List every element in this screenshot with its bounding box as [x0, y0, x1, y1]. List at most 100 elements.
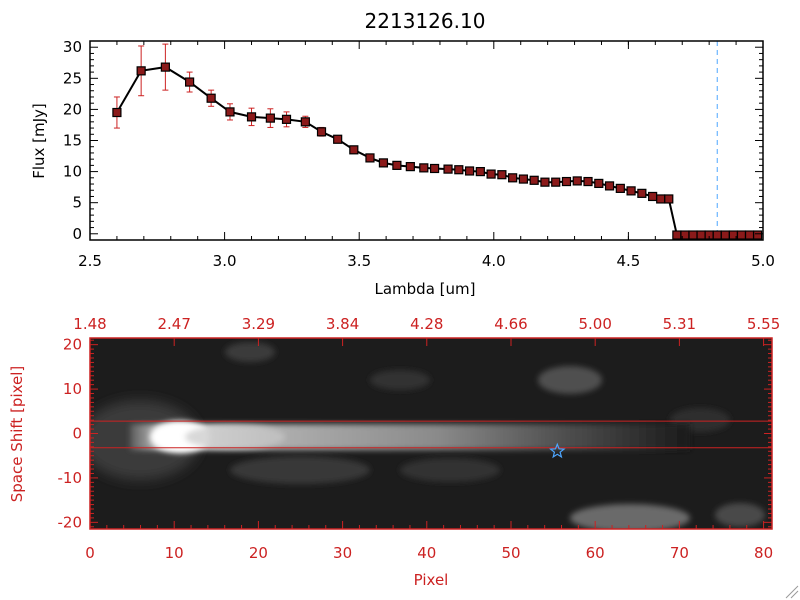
data-point — [246, 112, 257, 122]
data-point — [736, 230, 747, 240]
data-point — [378, 158, 389, 168]
chart-title: 2213126.10 — [365, 9, 486, 33]
data-point — [185, 77, 195, 87]
data-point — [497, 170, 507, 180]
data-point — [720, 230, 730, 240]
heatmap-x-tick-label: 70 — [670, 544, 689, 562]
data-point — [615, 183, 625, 193]
data-point — [333, 134, 343, 144]
data-point — [637, 188, 647, 198]
y-tick-label: 5 — [72, 194, 82, 212]
heatmap-top-tick-label: 3.84 — [326, 315, 359, 333]
y-tick-label: 0 — [72, 225, 82, 243]
x-tick-label: 5.0 — [751, 252, 775, 270]
heatmap-y-tick-label: -10 — [58, 469, 83, 487]
heatmap-x-axis-label: Pixel — [414, 571, 449, 589]
data-point — [664, 194, 674, 204]
spectrum-chart: 2213126.10 2.5 3.0 3.5 4.0 4.5 5.0 0 5 10 15 20 25 3… — [30, 9, 775, 298]
data-point — [508, 173, 518, 183]
data-point — [265, 113, 275, 123]
heatmap-x-tick-label: 60 — [586, 544, 605, 562]
data-point — [316, 127, 327, 137]
x-tick-label: 2.5 — [78, 252, 102, 270]
data-point — [529, 175, 539, 185]
heatmap-top-tick-label: 3.29 — [242, 315, 275, 333]
heatmap-top-tick-label: 4.66 — [494, 315, 527, 333]
data-point — [656, 194, 666, 204]
data-point — [349, 145, 359, 155]
data-point — [429, 163, 440, 174]
data-point — [696, 230, 706, 240]
x-tick-label: 3.5 — [347, 252, 371, 270]
heatmap-x-tick-label: 50 — [501, 544, 520, 562]
heatmap-image — [90, 342, 765, 529]
data-point — [518, 174, 529, 184]
heatmap-y-tick-label: 20 — [63, 336, 82, 354]
data-point — [594, 178, 604, 189]
heatmap-x-tick-label: 40 — [417, 544, 436, 562]
data-point — [753, 230, 763, 240]
x-axis-label: Lambda [um] — [375, 280, 476, 298]
heatmap-ticks: 0 10 20 30 40 50 60 70 80 1.48 2.47 3.29 3.84 4.28 4.6… — [58, 315, 781, 562]
spectrum-ticks: 2.5 3.0 3.5 4.0 4.5 5.0 0 5 10 15 20 25 30 — [63, 38, 775, 270]
heatmap-y-tick-label: -20 — [58, 513, 83, 531]
data-point — [648, 191, 658, 202]
resize-grip-icon[interactable] — [785, 585, 799, 599]
heatmap-overlay — [90, 420, 772, 459]
heatmap-top-tick-label: 1.48 — [73, 315, 106, 333]
data-point — [475, 166, 485, 177]
heatmap-top-tick-label: 5.31 — [663, 315, 696, 333]
data-point — [604, 181, 615, 191]
data-point — [572, 176, 582, 186]
x-tick-label: 3.0 — [213, 252, 237, 270]
heatmap-top-tick-label: 5.00 — [578, 315, 611, 333]
y-tick-label: 30 — [63, 38, 82, 56]
y-tick-label: 10 — [63, 163, 82, 181]
x-tick-label: 4.0 — [482, 252, 506, 270]
data-point — [712, 230, 722, 240]
y-tick-label: 20 — [63, 100, 82, 118]
heatmap-top-tick-label: 2.47 — [157, 315, 190, 333]
data-point — [672, 230, 682, 240]
data-point — [281, 114, 292, 124]
heatmap-y-axis-label: Space Shift [pixel] — [8, 366, 26, 503]
data-point — [454, 165, 464, 175]
data-point — [365, 153, 375, 163]
data-point — [206, 93, 216, 103]
data-point — [561, 176, 572, 187]
y-axis-label: Flux [mJy] — [30, 103, 48, 179]
star-marker-icon — [549, 442, 566, 459]
data-point — [688, 230, 698, 240]
data-point — [419, 163, 429, 173]
y-tick-label: 25 — [63, 69, 82, 87]
heatmap-x-tick-label: 20 — [249, 544, 268, 562]
data-point — [540, 177, 550, 187]
y-tick-label: 15 — [63, 132, 82, 150]
data-point — [112, 107, 122, 118]
data-point — [583, 176, 593, 187]
data-point — [626, 186, 636, 196]
data-point — [464, 166, 475, 176]
x-tick-label: 4.5 — [616, 252, 640, 270]
heatmap-x-tick-label: 0 — [85, 544, 95, 562]
data-point — [551, 177, 561, 187]
data-point — [225, 107, 235, 117]
heatmap-y-tick-label: 10 — [63, 380, 82, 398]
heatmap-y-tick-label: 0 — [72, 425, 82, 443]
data-point — [160, 62, 170, 72]
heatmap-x-tick-label: 80 — [754, 544, 773, 562]
spectrum-line — [116, 66, 758, 236]
heatmap-x-tick-label: 10 — [165, 544, 184, 562]
data-point — [300, 117, 310, 127]
heatmap-top-tick-label: 4.28 — [410, 315, 443, 333]
data-point — [405, 162, 415, 172]
spectrum-data — [112, 41, 763, 240]
data-point — [486, 169, 496, 179]
heatmap-top-tick-label: 5.55 — [747, 315, 780, 333]
data-point — [136, 66, 146, 76]
data-point — [392, 160, 402, 170]
data-point — [744, 230, 755, 240]
spectrum-plot-frame — [89, 40, 764, 241]
spatial-heatmap: 0 10 20 30 40 50 60 70 80 1.48 2.47 3.29 3.84 4.28 4.6… — [8, 315, 780, 589]
